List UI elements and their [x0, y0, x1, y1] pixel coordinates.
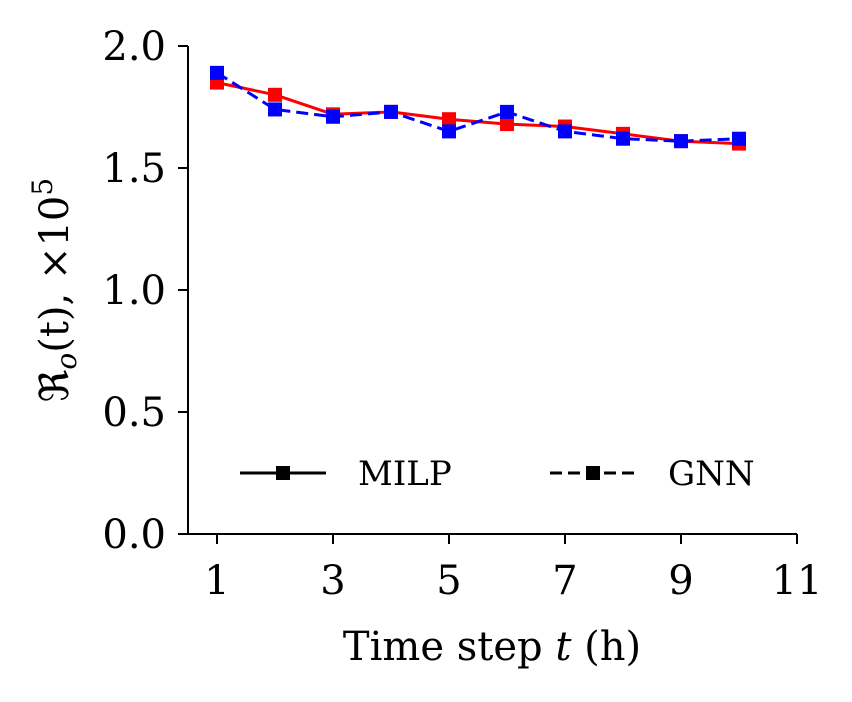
series-gnn — [210, 65, 746, 149]
y-tick-label: 1.0 — [102, 268, 166, 314]
legend-label-milp: MILP — [358, 454, 452, 494]
marker-gnn — [384, 104, 398, 119]
marker-gnn — [326, 109, 340, 124]
legend-marker-gnn — [586, 466, 600, 480]
x-tick-label: 7 — [552, 558, 577, 604]
y-axis-label-superscript: 5 — [26, 178, 59, 196]
marker-milp — [500, 117, 514, 132]
series-line-milp — [216, 81, 740, 146]
x-axis-label-suffix: (h) — [571, 624, 641, 670]
x-axis-label: Time step t (h) — [343, 624, 641, 670]
x-tick-label: 1 — [204, 558, 229, 604]
legend-marker-milp — [276, 466, 290, 480]
y-axis-label-middle: (t), ×10 — [32, 196, 78, 353]
x-tick-label: 5 — [436, 558, 461, 604]
y-tick-label: 1.5 — [102, 146, 166, 192]
x-tick-label: 3 — [320, 558, 345, 604]
y-axis-label: ℜo(t), ×105 — [26, 178, 83, 402]
y-tick-label: 0.5 — [102, 390, 166, 436]
marker-gnn — [558, 124, 572, 139]
marker-gnn — [732, 131, 746, 146]
legend-label-gnn: GNN — [668, 454, 755, 494]
marker-gnn — [674, 134, 688, 149]
axes-layer — [187, 46, 797, 535]
marker-gnn — [616, 131, 630, 146]
marker-milp — [268, 87, 282, 102]
y-axis-label-symbol: ℜ — [32, 369, 78, 402]
marker-gnn — [442, 124, 456, 139]
y-tick-label: 0.0 — [102, 512, 166, 558]
x-axis-label-prefix: Time step — [343, 624, 555, 670]
marker-gnn — [500, 104, 514, 119]
legend-entry-gnn: GNN — [550, 454, 755, 494]
marker-gnn — [210, 65, 224, 80]
x-tick-label: 11 — [772, 558, 823, 604]
x-tick-label: 9 — [668, 558, 693, 604]
x-axis-label-variable: t — [555, 624, 572, 670]
series-line-gnn — [216, 71, 740, 143]
y-tick-label: 2.0 — [102, 24, 166, 70]
legend: MILP GNN — [240, 454, 755, 494]
ticks-layer: 0.0 0.5 1.0 1.5 2.0 1 3 5 7 9 11 — [102, 24, 822, 604]
marker-gnn — [268, 102, 282, 117]
legend-entry-milp: MILP — [240, 454, 452, 494]
y-axis-label-subscript: o — [50, 353, 83, 370]
marker-milp — [442, 112, 456, 127]
series-layer — [210, 65, 746, 151]
